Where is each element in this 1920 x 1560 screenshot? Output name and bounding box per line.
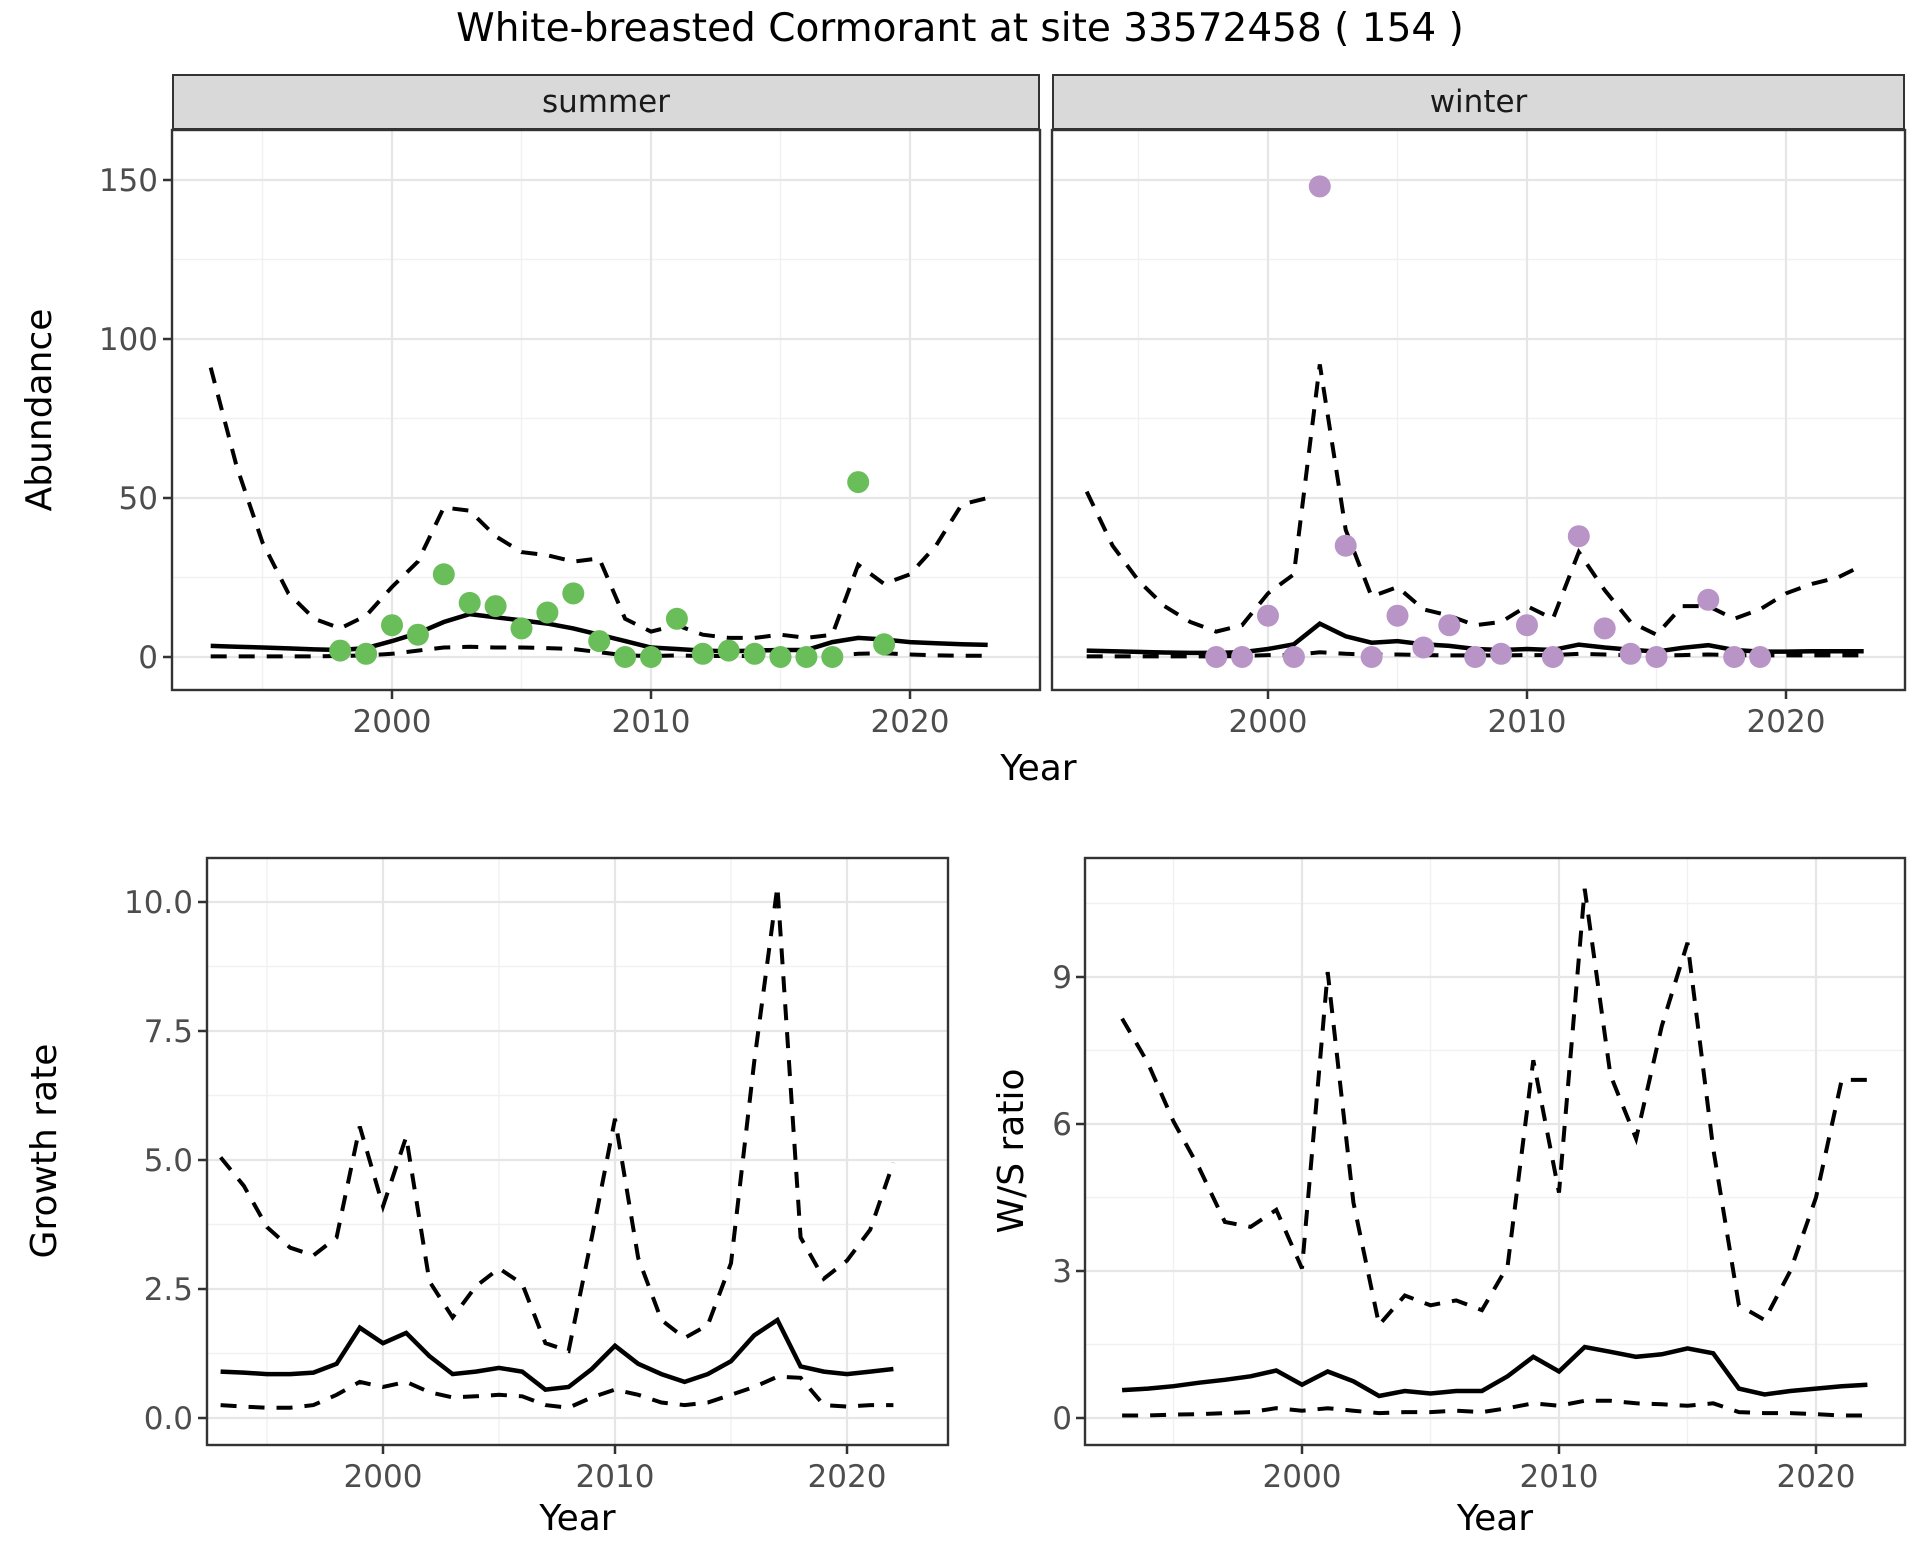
chart-title: White-breasted Cormorant at site 3357245… (456, 6, 1464, 51)
panel-background (1085, 858, 1905, 1445)
x-tick-label: 2000 (1263, 1459, 1342, 1495)
y-tick-label: 3 (1052, 1254, 1072, 1290)
panel-background (207, 858, 948, 1445)
observed-point (1749, 646, 1772, 668)
lower-ci-line (1122, 1398, 1868, 1418)
observed-point (562, 582, 585, 605)
lower-ci-line (220, 1374, 894, 1410)
x-tick-label: 2020 (808, 1459, 887, 1495)
observed-point (484, 595, 507, 618)
panel-background (1052, 130, 1905, 690)
observed-point (1386, 604, 1409, 627)
y-tick-label: 2.5 (144, 1272, 193, 1308)
y-tick-label: 0 (1052, 1401, 1072, 1437)
observed-point (691, 642, 714, 665)
observed-point (1723, 646, 1746, 668)
panel-ws_ratio: 2000 2010 2020 0 3 6 9 (1052, 856, 1907, 1495)
x-tick-label: 2000 (1229, 704, 1308, 740)
panel-growth_rate: 2000 2010 2020 0.0 2.5 5.0 7.5 10.0 (124, 856, 950, 1495)
panel-abundance_winter: 2000 2010 2020 (1050, 128, 1907, 740)
observed-point (795, 646, 818, 668)
observed-point (1516, 614, 1538, 637)
panel-background (172, 130, 1040, 690)
x-axis-title-ws: Year (1456, 1498, 1534, 1539)
x-tick-label: 2020 (871, 704, 950, 740)
observed-point (381, 614, 403, 637)
panel-border (205, 856, 950, 1447)
observed-point (1308, 175, 1331, 198)
lower-ci-line (210, 644, 988, 659)
observed-point (510, 617, 533, 640)
x-axis-title-top: Year (1000, 748, 1077, 789)
y-tick-label: 50 (119, 481, 158, 517)
x-tick-label: 2010 (576, 1459, 655, 1495)
facet-strip-winter-label: winter (1429, 84, 1528, 120)
observed-point (1334, 534, 1357, 557)
y-tick-label: 0.0 (144, 1401, 193, 1437)
y-tick-label: 6 (1052, 1107, 1072, 1143)
panel-border (170, 128, 1042, 692)
x-tick-label: 2000 (344, 1459, 423, 1495)
y-tick-label: 100 (99, 322, 158, 358)
panel-border (1050, 128, 1907, 692)
observed-point (1697, 588, 1720, 611)
observed-point (432, 563, 455, 586)
x-tick-label: 2020 (1747, 704, 1826, 740)
panel-border (1083, 856, 1907, 1447)
observed-point (1360, 646, 1383, 668)
observed-point (1593, 617, 1616, 640)
x-tick-label: 2010 (1520, 1459, 1599, 1495)
facet-strip-summer: summer (172, 74, 1040, 130)
y-tick-label: 9 (1052, 960, 1072, 996)
facet-strip-winter: winter (1052, 74, 1905, 130)
y-tick-label: 10.0 (124, 885, 193, 921)
x-tick-label: 2020 (1777, 1459, 1856, 1495)
upper-ci-line (208, 367, 989, 640)
observed-point (717, 639, 740, 662)
observed-point (640, 646, 662, 668)
observed-point (614, 646, 637, 668)
observed-point (847, 471, 870, 494)
observed-point (743, 642, 766, 665)
y-tick-label: 5.0 (144, 1143, 193, 1179)
observed-point (588, 630, 611, 653)
observed-point (1257, 604, 1279, 627)
y-tick-label: 7.5 (144, 1014, 193, 1050)
x-axis-title-growth: Year (539, 1498, 616, 1539)
facet-strip-summer-label: summer (541, 84, 670, 120)
x-tick-label: 2010 (612, 704, 691, 740)
observed-point (1412, 636, 1435, 659)
observed-point (355, 642, 378, 665)
observed-point (406, 623, 429, 646)
observed-point (458, 591, 481, 614)
observed-point (329, 639, 352, 662)
observed-point (1282, 646, 1305, 668)
upper-ci-line (1120, 888, 1868, 1330)
observed-point (821, 646, 844, 668)
y-tick-label: 0 (138, 640, 158, 676)
observed-point (1645, 646, 1668, 668)
observed-point (873, 633, 896, 656)
observed-point (1619, 642, 1642, 665)
median-line (1121, 1344, 1868, 1399)
x-tick-label: 2000 (353, 704, 432, 740)
observed-point (769, 646, 792, 668)
observed-point (536, 601, 559, 624)
panel-abundance_summer: 2000 2010 2020 0 50 100 150 (99, 128, 1042, 740)
observed-point (1541, 646, 1564, 668)
observed-point (1231, 646, 1254, 668)
y-tick-label: 150 (99, 163, 158, 199)
observed-point (1490, 642, 1513, 665)
upper-ci-line (1084, 364, 1865, 638)
x-tick-label: 2010 (1488, 704, 1567, 740)
median-line (220, 1316, 894, 1392)
observed-point (1464, 646, 1487, 668)
observed-point (1567, 525, 1590, 548)
observed-point (665, 607, 688, 630)
observed-point (1438, 614, 1461, 637)
observed-point (1205, 646, 1228, 668)
